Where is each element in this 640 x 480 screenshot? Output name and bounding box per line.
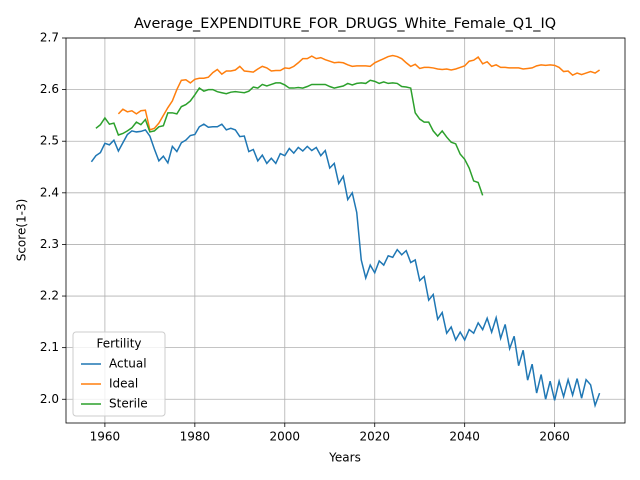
x-tick-label: 1960	[90, 430, 121, 444]
y-tick-label: 2.5	[40, 134, 59, 148]
legend-title: Fertility	[96, 337, 141, 351]
y-tick-label: 2.7	[40, 31, 59, 45]
x-tick-label: 2000	[270, 430, 301, 444]
chart-title: Average_EXPENDITURE_FOR_DRUGS_White_Fema…	[134, 16, 556, 32]
x-tick-label: 2060	[539, 430, 570, 444]
y-tick-label: 2.0	[40, 392, 59, 406]
legend: Fertility Actual Ideal Sterile	[72, 331, 166, 417]
y-tick-label: 2.4	[40, 185, 59, 199]
line-series	[90, 123, 601, 409]
legend-label: Ideal	[109, 377, 138, 391]
y-tick-label: 2.2	[40, 289, 59, 303]
line-series	[95, 79, 484, 196]
y-tick-label: 2.1	[40, 340, 59, 354]
y-axis-label: Score(1-3)	[15, 199, 29, 262]
legend-label: Sterile	[109, 397, 148, 411]
x-tick-label: 2040	[449, 430, 480, 444]
y-tick-label: 2.3	[40, 237, 59, 251]
legend-box	[72, 331, 166, 417]
x-axis-label: Years	[328, 451, 361, 465]
x-tick-label: 2020	[359, 430, 390, 444]
x-tick-label: 1980	[180, 430, 211, 444]
plot-frame	[65, 37, 626, 424]
line-series	[117, 54, 601, 131]
legend-label: Actual	[109, 357, 147, 371]
y-tick-label: 2.6	[40, 82, 59, 96]
